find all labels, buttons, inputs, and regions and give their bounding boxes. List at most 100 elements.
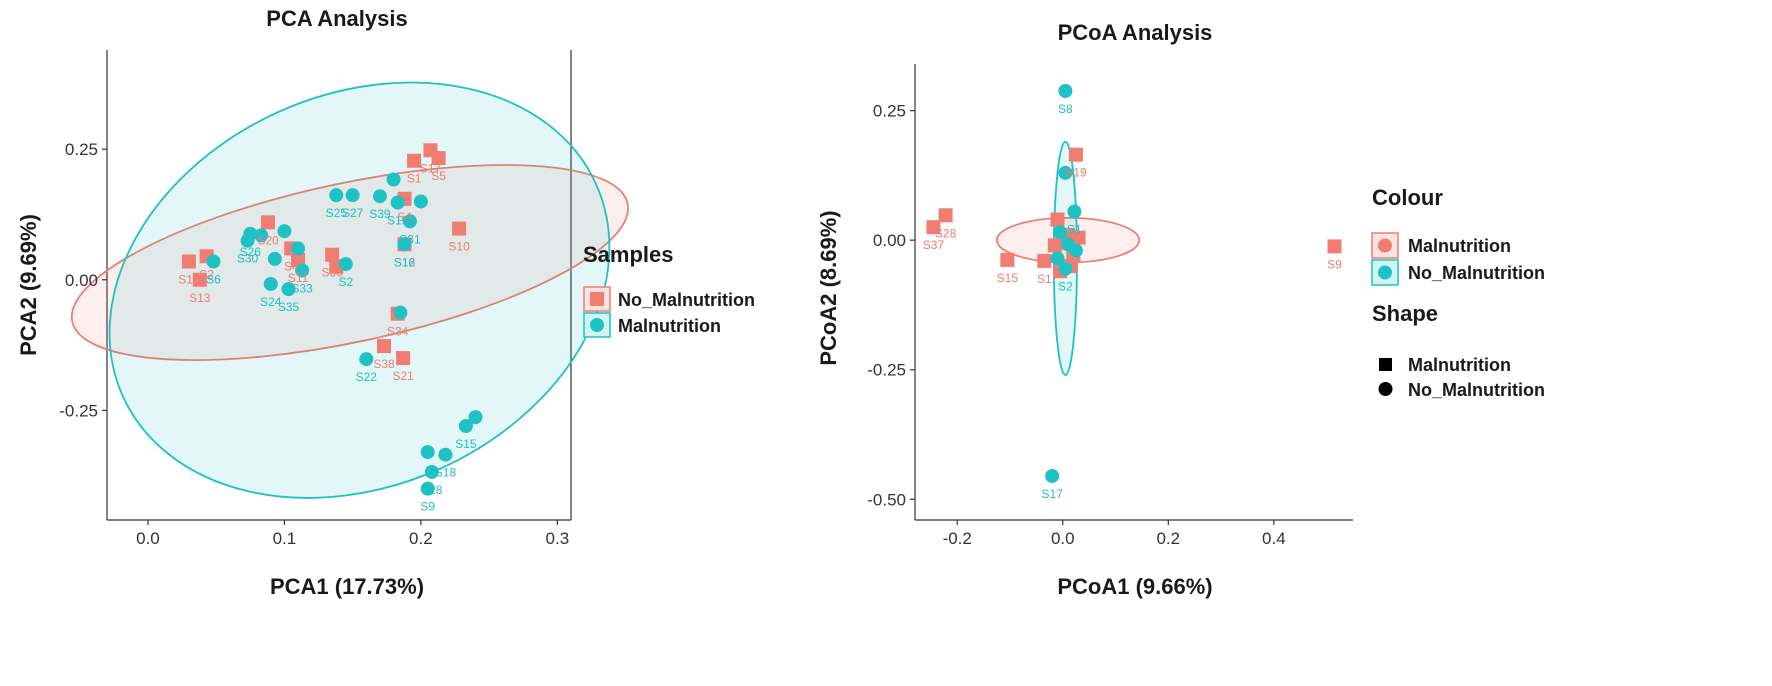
pcoa-legend-shape-item-no-malnutrition: No_Malnutrition: [1378, 380, 1545, 400]
pcoa-legend-circle-icon-black: [1378, 382, 1393, 396]
pcoa-x-tick-label: 0.0: [1051, 529, 1075, 548]
pcoa-point-label: S8: [1058, 102, 1073, 116]
pca-point-label: S2: [199, 267, 214, 281]
pcoa-point-square: [1327, 239, 1342, 254]
pca-point-label: S2: [338, 275, 353, 289]
pcoa-x-axis-title: PCoA1 (9.66%): [1057, 574, 1212, 599]
pca-point-label: S27: [342, 206, 364, 220]
pca-point-label: S6: [206, 273, 221, 287]
pca-point-label: S5: [431, 169, 446, 183]
pca-point-square: [452, 221, 467, 236]
pca-point-label: S10: [448, 240, 470, 254]
pca-point-label: S30: [237, 252, 259, 266]
pca-legend-swatch-no-malnutrition: [583, 286, 611, 312]
pca-y-tick-label: 0.25: [65, 140, 98, 159]
pca-point-circle: [267, 251, 282, 266]
pca-point-circle: [291, 241, 306, 256]
pca-legend-label-malnutrition: Malnutrition: [618, 316, 721, 336]
pca-point-circle: [206, 254, 221, 269]
pca-point-label: S28: [421, 483, 443, 497]
pcoa-y-tick-label: 0.25: [873, 102, 906, 121]
pca-point-circle: [402, 214, 417, 229]
pca-point-label: S4: [284, 259, 299, 273]
pca-legend-item-no-malnutrition: No_Malnutrition: [583, 286, 755, 312]
pcoa-point-label: S37: [923, 238, 945, 252]
pca-point-circle: [458, 419, 473, 433]
pca-point-circle: [397, 237, 412, 252]
pcoa-legend-shape-label-malnutrition: Malnutrition: [1408, 355, 1511, 375]
pca-point-label: S18: [435, 466, 457, 480]
pca-point-circle: [468, 410, 483, 425]
pca-point-label: S31: [399, 232, 421, 246]
pcoa-x-tick-label: 0.2: [1156, 529, 1180, 548]
pca-point-square: [181, 254, 196, 269]
pcoa-point-square: [926, 220, 941, 235]
pcoa-legend-colour-item-no-malnutrition: No_Malnutrition: [1371, 259, 1545, 286]
pca-point-square: [396, 351, 411, 366]
pcoa-y-tick-label: -0.50: [867, 490, 906, 509]
pca-point-circle: [424, 464, 439, 479]
pca-point-label: S1: [407, 172, 422, 186]
pca-legend-circle-icon: [590, 318, 604, 332]
pca-points: [181, 143, 483, 496]
pcoa-point-circle: [1058, 83, 1073, 98]
pcoa-legend-circle-icon-teal: [1378, 265, 1392, 280]
pcoa-legend-square-icon: [1379, 358, 1392, 371]
pca-point-label: S36: [321, 266, 343, 280]
pca-point-label: S34: [387, 325, 409, 339]
pcoa-y-tick-label: -0.25: [867, 361, 906, 380]
pca-point-label: S24: [260, 295, 282, 309]
pcoa-point-square: [1050, 212, 1065, 227]
pcoa-point-circle: [1053, 225, 1068, 240]
pca-point-label: S20: [257, 233, 279, 247]
pcoa-legend-colour-label-malnutrition: Malnutrition: [1408, 236, 1511, 256]
pcoa-x-ticks: -0.2 0.0 0.2 0.4: [943, 520, 1286, 548]
pca-point-square: [377, 339, 392, 354]
pcoa-legend-colour-label-no-malnutrition: No_Malnutrition: [1408, 263, 1545, 283]
pca-point-circle: [338, 257, 353, 272]
pca-legend-square-icon: [590, 292, 604, 306]
pca-point-label: S38: [373, 357, 395, 371]
pcoa-point-circle: [1067, 204, 1082, 219]
pca-point-circle: [240, 233, 255, 248]
pcoa-point-label: S15: [997, 271, 1019, 285]
pcoa-chart: PCoA Analysis S37S28S15S9S19S1S8S1S2S17 …: [816, 20, 1545, 599]
pca-y-tick-label: -0.25: [59, 401, 98, 420]
pca-ellipse-malnutrition: [108, 81, 611, 499]
pcoa-point-label: S2: [1058, 280, 1073, 294]
pca-point-circle: [393, 305, 408, 320]
pcoa-point-circle: [1058, 261, 1073, 276]
pca-point-circle: [372, 189, 387, 204]
pca-point-square: [325, 247, 340, 262]
pca-point-circle: [254, 228, 269, 243]
pcoa-point-label: S1: [1037, 272, 1052, 286]
pca-point-label: S19: [387, 213, 409, 227]
pcoa-title: PCoA Analysis: [1058, 20, 1213, 45]
pcoa-point-label: S9: [1327, 257, 1342, 271]
pca-point-label: S15: [455, 437, 477, 451]
pcoa-point-label: S28: [935, 226, 957, 240]
pcoa-point-label: S19: [1065, 166, 1087, 180]
pca-x-axis-title: PCA1 (17.73%): [270, 574, 424, 599]
pca-point-label: S16: [394, 255, 416, 269]
pcoa-legend-colour-title: Colour: [1372, 185, 1443, 210]
pca-point-circle: [413, 194, 428, 209]
pca-point-label: S9: [420, 500, 435, 514]
pca-point-label: S11: [288, 271, 309, 285]
pca-legend: Samples No_Malnutrition Malnutrition: [583, 242, 755, 338]
pcoa-y-tick-label: 0.00: [873, 231, 906, 250]
pcoa-legend-circle-icon-red: [1378, 238, 1392, 253]
pca-legend-swatch-malnutrition: [583, 312, 611, 338]
pca-point-label: S13: [189, 291, 211, 305]
pcoa-point-square: [1047, 238, 1062, 253]
pcoa-point-circle: [1045, 468, 1060, 483]
pca-point-circle: [390, 195, 405, 210]
pca-point-label: S21: [392, 369, 414, 383]
pca-x-tick-label: 0.1: [273, 529, 297, 548]
pcoa-point-square: [1068, 147, 1083, 162]
pca-point-label: S12: [394, 255, 416, 269]
pca-point-circle: [263, 276, 278, 291]
